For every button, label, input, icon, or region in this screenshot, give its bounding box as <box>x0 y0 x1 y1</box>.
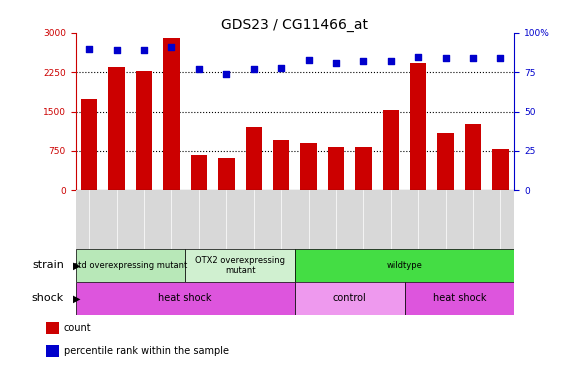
Bar <box>46 345 59 356</box>
Bar <box>246 127 262 190</box>
Bar <box>163 38 180 190</box>
Bar <box>76 249 185 282</box>
Point <box>277 65 286 71</box>
Bar <box>185 249 295 282</box>
Point <box>222 71 231 77</box>
Bar <box>355 147 372 190</box>
Bar <box>404 282 514 315</box>
Point <box>304 57 313 63</box>
Bar <box>218 158 235 190</box>
Point <box>331 60 340 66</box>
Bar <box>191 155 207 190</box>
Point <box>194 66 203 72</box>
Bar <box>109 67 125 190</box>
Point <box>496 55 505 61</box>
Bar <box>295 282 404 315</box>
Bar <box>300 143 317 190</box>
Text: heat shock: heat shock <box>433 293 486 303</box>
Point <box>139 47 149 53</box>
Point <box>112 47 121 53</box>
Text: control: control <box>333 293 367 303</box>
Text: ▶: ▶ <box>73 260 80 270</box>
Point <box>386 58 396 64</box>
Point <box>249 66 259 72</box>
Bar <box>76 282 295 315</box>
Point <box>167 44 176 50</box>
Bar <box>328 147 344 190</box>
Text: strain: strain <box>32 260 64 270</box>
Text: percentile rank within the sample: percentile rank within the sample <box>64 346 229 356</box>
Title: GDS23 / CG11466_at: GDS23 / CG11466_at <box>221 18 368 32</box>
Text: heat shock: heat shock <box>159 293 212 303</box>
Bar <box>136 71 152 190</box>
Point <box>441 55 450 61</box>
Point <box>414 54 423 60</box>
Text: shock: shock <box>31 293 64 303</box>
Bar <box>81 98 98 190</box>
Text: otd overexpressing mutant: otd overexpressing mutant <box>73 261 188 270</box>
Bar <box>410 63 426 190</box>
Bar <box>465 124 481 190</box>
Text: ▶: ▶ <box>73 293 80 303</box>
Bar <box>383 110 399 190</box>
Bar <box>273 141 289 190</box>
Bar <box>437 132 454 190</box>
Bar <box>46 322 59 334</box>
Point <box>358 58 368 64</box>
Text: wildtype: wildtype <box>386 261 422 270</box>
Point <box>468 55 478 61</box>
Text: count: count <box>64 323 92 333</box>
Bar <box>492 149 509 190</box>
Text: OTX2 overexpressing
mutant: OTX2 overexpressing mutant <box>195 255 285 275</box>
Bar <box>295 249 514 282</box>
Point <box>85 46 94 52</box>
